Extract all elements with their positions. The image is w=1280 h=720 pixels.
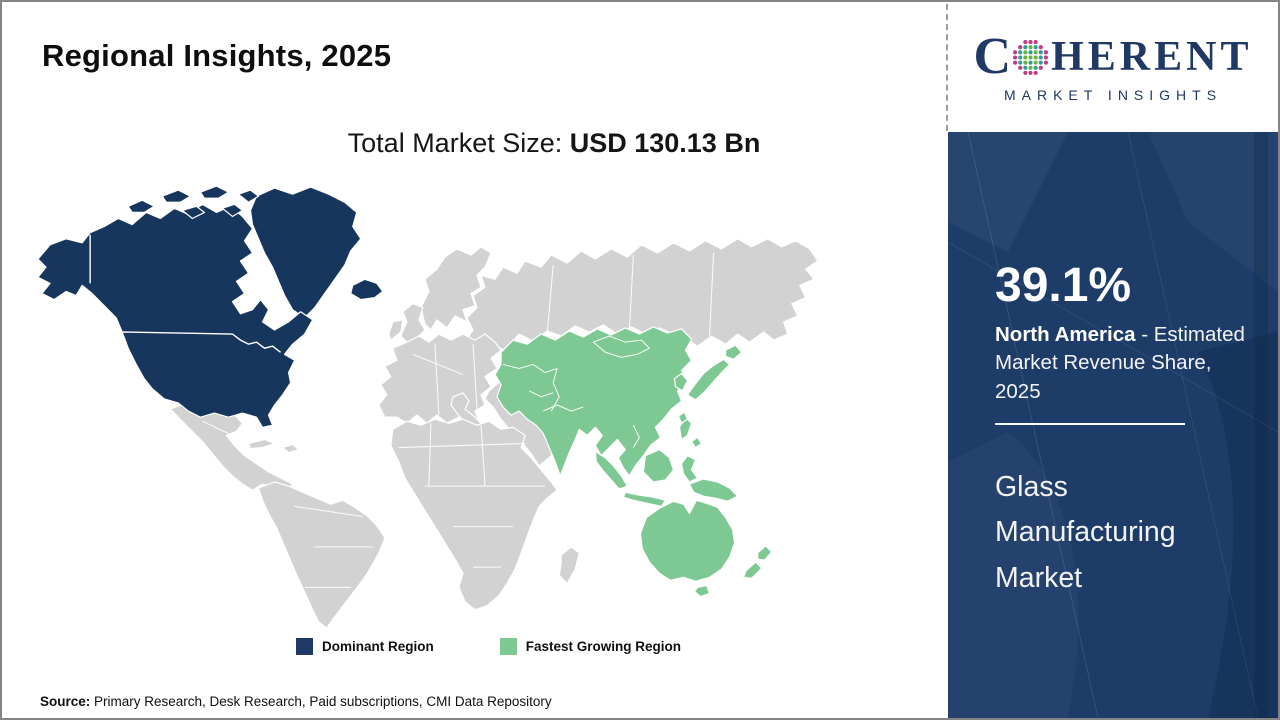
source-line: Source: Primary Research, Desk Research,…: [40, 694, 552, 709]
total-market-size: Total Market Size: USD 130.13 Bn: [158, 128, 950, 159]
fastest-growing-region-swatch: [499, 638, 517, 655]
map-legend: Dominant Region Fastest Growing Region: [296, 638, 681, 655]
market-share-desc-text: - Estimated Market Revenue Share, 2025: [995, 323, 1245, 403]
brand-letter-c: C: [973, 28, 1012, 85]
dominant-region-swatch: [296, 638, 313, 655]
legend-item-fastest-growing: Fastest Growing Region: [499, 638, 682, 655]
source-text: Primary Research, Desk Research, Paid su…: [90, 694, 552, 709]
legend-item-dominant: Dominant Region: [296, 638, 434, 655]
market-share-description: North America - Estimated Market Revenue…: [995, 321, 1261, 406]
region-asia-pacific: [494, 326, 773, 598]
market-share-region: North America: [995, 323, 1136, 346]
coherent-globe-icon: [1013, 39, 1049, 75]
total-market-size-value: USD 130.13 Bn: [569, 128, 761, 158]
world-map-svg: [37, 185, 819, 629]
brand-logo: C HERENT MARKET INSIGHTS: [948, 2, 1278, 132]
region-other: [169, 238, 819, 629]
dominant-region-label: Dominant Region: [322, 639, 434, 654]
logo-dashed-divider: [946, 4, 948, 131]
market-name: Glass Manufacturing Market: [995, 470, 1176, 595]
country-borders-north-america: [89, 234, 281, 353]
sidebar-map-texture: [948, 132, 1278, 718]
brand-letters-rest: HERENT: [1051, 34, 1253, 80]
source-label: Source:: [40, 694, 91, 709]
sidebar-divider: [995, 422, 1185, 425]
region-north-america: [37, 185, 384, 428]
brand-wordmark: C HERENT: [974, 31, 1253, 83]
country-borders-other: [202, 252, 715, 588]
country-borders-asia-pacific: [502, 335, 651, 448]
fastest-growing-region-label: Fastest Growing Region: [525, 639, 682, 654]
sidebar: 39.1% North America - Estimated Market R…: [948, 132, 1278, 718]
market-share-value: 39.1%: [995, 259, 1132, 312]
brand-tagline: MARKET INSIGHTS: [1003, 87, 1223, 103]
sidebar-content: 39.1% North America - Estimated Market R…: [995, 262, 1265, 602]
page-title: Regional Insights, 2025: [42, 38, 392, 73]
world-map: [32, 182, 912, 630]
total-market-size-label: Total Market Size:: [347, 128, 570, 158]
